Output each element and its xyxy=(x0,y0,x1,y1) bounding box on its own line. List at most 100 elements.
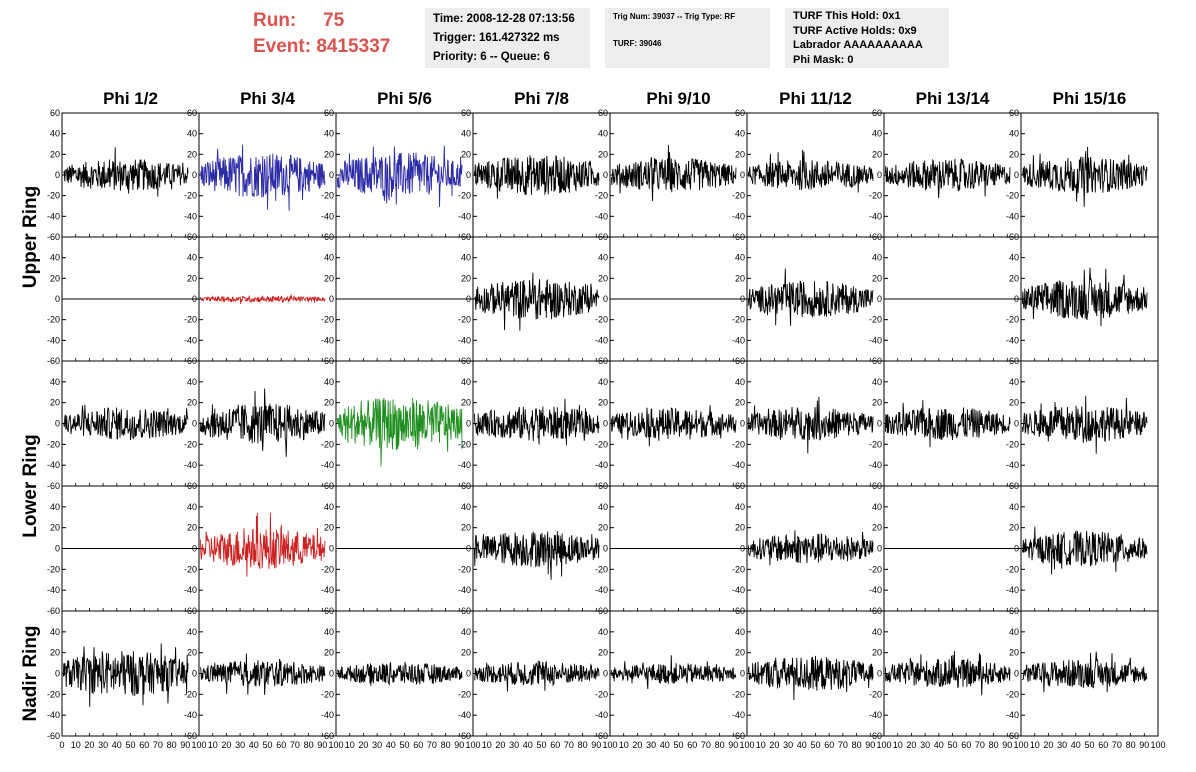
y-tick-label: 40 xyxy=(735,377,745,387)
x-tick-label: 10 xyxy=(1030,740,1040,750)
y-tick-label: 40 xyxy=(598,627,608,637)
x-tick-label: 20 xyxy=(906,740,916,750)
column-title: Phi 9/10 xyxy=(646,89,710,108)
y-tick-label: 20 xyxy=(187,648,197,658)
y-tick-label: 20 xyxy=(872,398,882,408)
y-tick-label: 40 xyxy=(324,129,334,139)
y-tick-label: -40 xyxy=(1006,710,1019,720)
x-tick-label: 70 xyxy=(1112,740,1122,750)
labrador-text: Labrador AAAAAAAAAA xyxy=(793,39,923,51)
x-tick-label: 100 xyxy=(465,740,480,750)
y-tick-label: 0 xyxy=(192,170,197,180)
x-tick-label: 50 xyxy=(125,740,135,750)
y-tick-label: -40 xyxy=(732,710,745,720)
y-tick-label: -20 xyxy=(47,439,60,449)
waveform-series xyxy=(199,144,326,211)
run-value: 75 xyxy=(323,10,345,31)
y-tick-label: 0 xyxy=(877,294,882,304)
y-tick-label: 0 xyxy=(466,544,471,554)
x-tick-label: 30 xyxy=(509,740,519,750)
y-tick-label: -40 xyxy=(47,585,60,595)
y-tick-label: -40 xyxy=(595,710,608,720)
y-tick-label: -20 xyxy=(732,439,745,449)
x-tick-label: 80 xyxy=(852,740,862,750)
y-tick-label: 0 xyxy=(1014,419,1019,429)
x-tick-label: 60 xyxy=(139,740,149,750)
y-tick-label: -40 xyxy=(732,460,745,470)
y-tick-label: 20 xyxy=(872,149,882,159)
y-tick-label: -20 xyxy=(1006,439,1019,449)
waveform-series xyxy=(336,145,463,208)
event-value: 8415337 xyxy=(316,36,391,57)
y-tick-label: 0 xyxy=(466,294,471,304)
y-tick-label: -60 xyxy=(321,731,334,741)
y-tick-label: 60 xyxy=(598,108,608,118)
y-tick-label: -40 xyxy=(184,585,197,595)
y-tick-label: 40 xyxy=(324,502,334,512)
y-tick-label: -20 xyxy=(458,439,471,449)
column-title: Phi 15/16 xyxy=(1053,89,1127,108)
y-tick-label: 20 xyxy=(598,523,608,533)
y-tick-label: 20 xyxy=(735,149,745,159)
x-tick-label: 70 xyxy=(975,740,985,750)
y-tick-label: -20 xyxy=(184,439,197,449)
x-tick-label: 30 xyxy=(783,740,793,750)
waveform-series xyxy=(199,388,326,457)
x-tick-label: 70 xyxy=(290,740,300,750)
x-tick-label: 60 xyxy=(550,740,560,750)
run-event-box: Run: 75 Event: 8415337 xyxy=(253,8,390,60)
y-tick-label: -20 xyxy=(869,689,882,699)
turf-hold-text: TURF This Hold: 0x1 xyxy=(793,10,901,22)
y-tick-label: -20 xyxy=(321,315,334,325)
y-tick-label: -40 xyxy=(458,460,471,470)
y-tick-label: -20 xyxy=(732,689,745,699)
y-tick-label: 0 xyxy=(55,669,60,679)
y-tick-label: 0 xyxy=(466,170,471,180)
y-tick-label: 0 xyxy=(192,294,197,304)
y-tick-label: 0 xyxy=(740,544,745,554)
y-tick-label: 40 xyxy=(50,129,60,139)
y-tick-label: 40 xyxy=(187,253,197,263)
y-tick-label: -20 xyxy=(595,689,608,699)
x-tick-label: 10 xyxy=(345,740,355,750)
waveform-series xyxy=(474,272,600,331)
waveform-series xyxy=(473,531,600,580)
waveform-series xyxy=(610,144,737,202)
y-tick-label: 0 xyxy=(877,419,882,429)
y-tick-label: -60 xyxy=(47,606,60,616)
y-tick-label: 40 xyxy=(50,627,60,637)
x-tick-label: 60 xyxy=(413,740,423,750)
y-tick-label: 20 xyxy=(50,523,60,533)
column-title: Phi 5/6 xyxy=(377,89,432,108)
y-tick-label: -20 xyxy=(321,689,334,699)
y-tick-label: 40 xyxy=(598,502,608,512)
turf-active-text: TURF Active Holds: 0x9 xyxy=(793,24,917,37)
y-tick-label: 40 xyxy=(50,377,60,387)
x-tick-label: 80 xyxy=(989,740,999,750)
y-tick-label: -40 xyxy=(47,335,60,345)
y-tick-label: -40 xyxy=(869,710,882,720)
y-tick-label: 40 xyxy=(872,502,882,512)
x-tick-label: 70 xyxy=(153,740,163,750)
waveform-series xyxy=(336,662,463,687)
y-tick-label: 60 xyxy=(872,108,882,118)
x-tick-label: 100 xyxy=(1150,740,1165,750)
y-tick-label: 40 xyxy=(1009,129,1019,139)
waveform-series xyxy=(473,660,600,692)
y-tick-label: 0 xyxy=(877,669,882,679)
x-tick-label: 40 xyxy=(934,740,944,750)
trigger-text: Trigger: 161.427322 ms xyxy=(433,32,560,44)
y-tick-label: -40 xyxy=(458,211,471,221)
y-tick-label: -20 xyxy=(458,191,471,201)
y-tick-label: -40 xyxy=(321,211,334,221)
y-tick-label: -20 xyxy=(732,315,745,325)
x-tick-label: 40 xyxy=(249,740,259,750)
waveform-series xyxy=(610,655,737,690)
time-info-box: Time: 2008-12-28 07:13:56 Trigger: 161.4… xyxy=(425,8,590,68)
x-tick-label: 20 xyxy=(1043,740,1053,750)
y-tick-label: 20 xyxy=(187,149,197,159)
y-tick-label: -40 xyxy=(47,460,60,470)
y-tick-label: -40 xyxy=(458,585,471,595)
y-tick-label: 0 xyxy=(877,170,882,180)
x-tick-label: 20 xyxy=(495,740,505,750)
